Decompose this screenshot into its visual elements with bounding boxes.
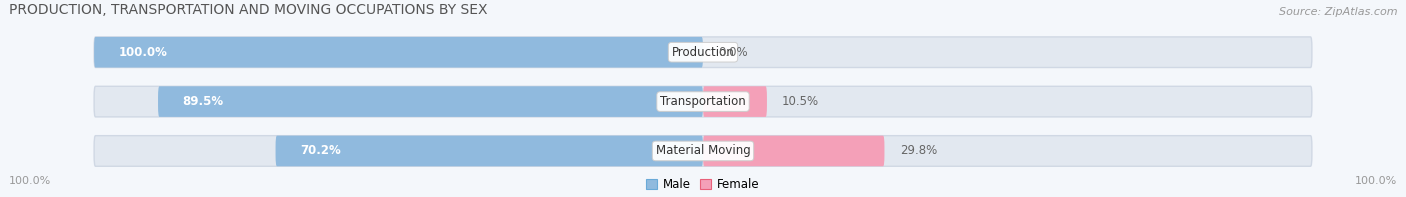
Text: 100.0%: 100.0% — [1355, 176, 1398, 186]
FancyBboxPatch shape — [703, 86, 766, 117]
Text: PRODUCTION, TRANSPORTATION AND MOVING OCCUPATIONS BY SEX: PRODUCTION, TRANSPORTATION AND MOVING OC… — [8, 3, 488, 17]
Text: Production: Production — [672, 46, 734, 59]
Text: Material Moving: Material Moving — [655, 144, 751, 157]
FancyBboxPatch shape — [94, 37, 703, 68]
FancyBboxPatch shape — [94, 86, 1312, 117]
Text: 100.0%: 100.0% — [8, 176, 51, 186]
FancyBboxPatch shape — [94, 37, 1312, 68]
FancyBboxPatch shape — [157, 86, 703, 117]
Text: Transportation: Transportation — [661, 95, 745, 108]
Text: 100.0%: 100.0% — [118, 46, 167, 59]
FancyBboxPatch shape — [703, 136, 884, 166]
Text: 0.0%: 0.0% — [718, 46, 748, 59]
FancyBboxPatch shape — [94, 136, 1312, 166]
Text: 70.2%: 70.2% — [299, 144, 340, 157]
Text: 29.8%: 29.8% — [900, 144, 936, 157]
Text: 89.5%: 89.5% — [183, 95, 224, 108]
Text: 10.5%: 10.5% — [782, 95, 820, 108]
FancyBboxPatch shape — [276, 136, 703, 166]
Text: Source: ZipAtlas.com: Source: ZipAtlas.com — [1278, 7, 1398, 17]
Legend: Male, Female: Male, Female — [641, 173, 765, 196]
